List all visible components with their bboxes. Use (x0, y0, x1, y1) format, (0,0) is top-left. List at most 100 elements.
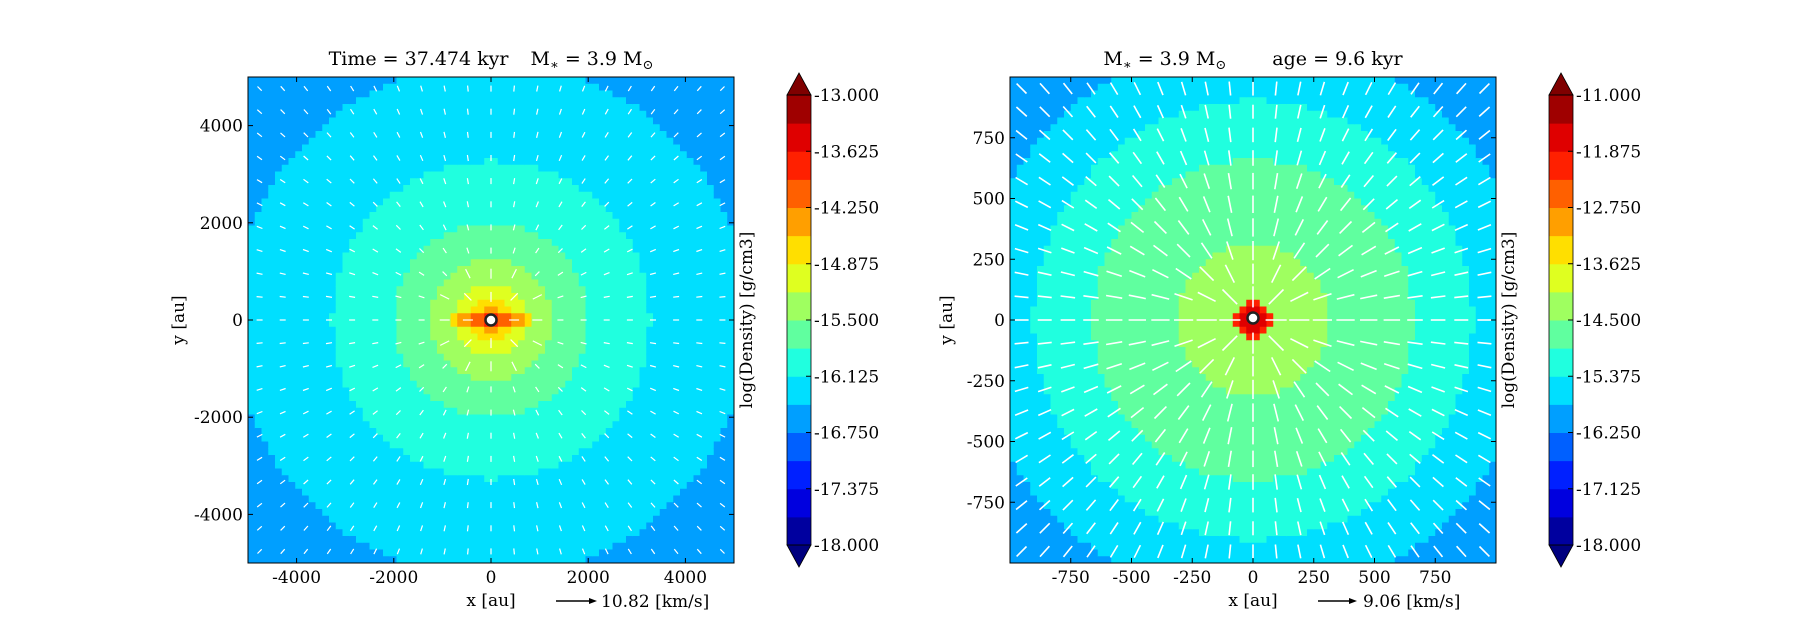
density-cell (558, 326, 566, 335)
density-cell (673, 313, 681, 321)
density-cell (329, 306, 337, 314)
density-cell (700, 225, 708, 233)
density-cell (545, 326, 553, 335)
density-cell (565, 434, 573, 443)
density-cell (450, 502, 458, 510)
density-cell (349, 326, 357, 335)
density-cell (531, 198, 539, 206)
density-cell (599, 191, 607, 200)
density-cell (281, 279, 290, 287)
density-cell (565, 313, 573, 321)
density-cell (396, 293, 404, 301)
density-cell (389, 394, 398, 402)
density-cell (659, 367, 668, 375)
density-cell (430, 340, 438, 348)
density-cell (295, 158, 303, 166)
density-cell (504, 245, 512, 254)
density-cell (362, 117, 371, 125)
density-cell (632, 137, 641, 146)
density-cell (268, 448, 276, 456)
density-cell (329, 144, 337, 152)
density-cell (254, 556, 263, 563)
density-cell (302, 272, 310, 281)
density-cell (389, 421, 398, 429)
density-cell (612, 549, 620, 557)
density-cell (322, 367, 330, 375)
density-cell (464, 374, 472, 382)
density-cell (322, 299, 330, 308)
density-cell (349, 468, 357, 476)
density-cell (484, 272, 492, 281)
density-cell (315, 495, 323, 503)
density-cell (585, 529, 593, 537)
density-cell (342, 401, 350, 409)
density-cell (565, 272, 573, 281)
density-cell (376, 374, 384, 382)
density-cell (659, 495, 668, 503)
density-cell (423, 502, 431, 510)
density-cell (612, 218, 620, 227)
density-cell (713, 259, 722, 267)
density-cell (599, 245, 607, 254)
density-cell (578, 245, 587, 254)
density-cell (254, 495, 263, 503)
density-cell (362, 306, 371, 314)
density-cell (680, 340, 688, 348)
density-cell (612, 340, 620, 348)
density-cell (275, 414, 283, 422)
density-cell (673, 326, 681, 335)
density-cell (403, 556, 411, 563)
density-cell (484, 117, 492, 125)
density-cell (497, 144, 506, 152)
density-cell (275, 401, 283, 409)
density-cell (248, 347, 256, 355)
density-cell (551, 340, 560, 348)
density-cell (538, 225, 546, 233)
density-cell (268, 225, 276, 233)
density-cell (430, 448, 438, 456)
density-cell (376, 117, 384, 125)
density-cell (592, 239, 600, 247)
density-cell (680, 191, 688, 200)
density-cell (686, 272, 695, 281)
density-cell (430, 77, 438, 85)
density-cell (680, 158, 688, 166)
density-cell (261, 164, 269, 173)
density-cell (322, 245, 330, 254)
density-cell (558, 414, 566, 422)
density-cell (254, 144, 263, 152)
density-cell (403, 320, 411, 328)
density-cell (356, 104, 364, 112)
density-cell (457, 353, 465, 362)
density-cell (376, 279, 384, 287)
density-cell (376, 90, 384, 98)
density-cell (686, 225, 695, 233)
density-cell (646, 252, 654, 260)
density-cell (477, 434, 485, 443)
density-cell (626, 117, 634, 125)
density-cell (268, 340, 276, 348)
density-cell (281, 124, 290, 132)
density-cell (484, 110, 492, 119)
density-cell (356, 468, 364, 476)
density-cell (666, 191, 674, 200)
density-cell (335, 239, 344, 247)
density-cell (369, 191, 377, 200)
density-cell (437, 185, 445, 193)
density-cell (281, 299, 290, 308)
density-cell (275, 110, 283, 119)
density-cell (545, 137, 553, 146)
density-cell (585, 536, 593, 544)
density-cell (572, 536, 580, 544)
density-cell (443, 434, 452, 443)
density-cell (470, 387, 479, 395)
density-cell (612, 434, 620, 443)
density-cell (416, 401, 425, 409)
density-cell (666, 104, 674, 112)
density-cell (281, 428, 290, 436)
density-cell (430, 104, 438, 112)
density-cell (700, 320, 708, 328)
density-cell (497, 77, 506, 85)
density-cell (491, 158, 499, 166)
density-cell (430, 124, 438, 132)
